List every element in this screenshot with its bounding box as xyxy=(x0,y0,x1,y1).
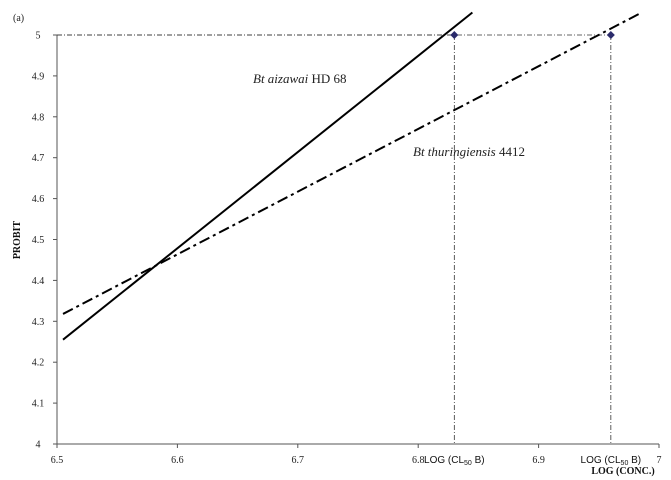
y-tick-label: 4.1 xyxy=(32,399,45,410)
cl50-guide-lines xyxy=(57,34,612,444)
y-tick-label: 4.2 xyxy=(32,358,45,369)
y-tick-label: 4.6 xyxy=(32,194,45,205)
axes: 4 4.1 4.2 4.3 4.4 4.5 4.6 4.7 4.8 4.9 5 6.5 6.6 6.7 6.… xyxy=(32,31,662,467)
x-tick-label: 6.7 xyxy=(292,455,305,466)
series-lines xyxy=(62,11,642,341)
series-line-2 xyxy=(62,12,642,315)
cl50-markers: LOG (CL50 B) LOG (CL50 B) xyxy=(424,31,641,467)
x-tick-label: 6.8 xyxy=(412,455,425,466)
x-tick-label: 6.5 xyxy=(51,455,64,466)
series-label-1: Bt aizawai HD 68 xyxy=(253,71,347,86)
cl50-label: LOG (CL50 B) xyxy=(581,455,642,467)
cl50-label: LOG (CL50 B) xyxy=(424,455,485,467)
y-tick-label: 4.3 xyxy=(32,317,45,328)
cl50-marker xyxy=(450,31,459,39)
series-line-1 xyxy=(62,11,474,341)
x-axis-title: LOG (CONC.) xyxy=(591,466,654,477)
y-tick-label: 4.4 xyxy=(32,276,45,287)
x-tick-label: 6.9 xyxy=(532,455,545,466)
cl50-marker xyxy=(606,31,615,39)
y-tick-label: 4.9 xyxy=(32,71,45,82)
series-label-2: Bt thuringiensis 4412 xyxy=(413,144,525,159)
y-tick-label: 5 xyxy=(36,31,41,42)
series-labels: Bt aizawai HD 68 Bt thuringiensis 4412 xyxy=(253,71,525,159)
y-tick-label: 4.7 xyxy=(32,153,45,164)
x-tick-label: 7 xyxy=(657,455,662,466)
x-tick-label: 6.6 xyxy=(171,455,184,466)
y-tick-label: 4 xyxy=(36,440,41,451)
y-tick-label: 4.5 xyxy=(32,235,45,246)
y-tick-label: 4.8 xyxy=(32,112,45,123)
y-axis-title: PROBIT xyxy=(12,221,23,260)
panel-label: (a) xyxy=(13,13,24,24)
